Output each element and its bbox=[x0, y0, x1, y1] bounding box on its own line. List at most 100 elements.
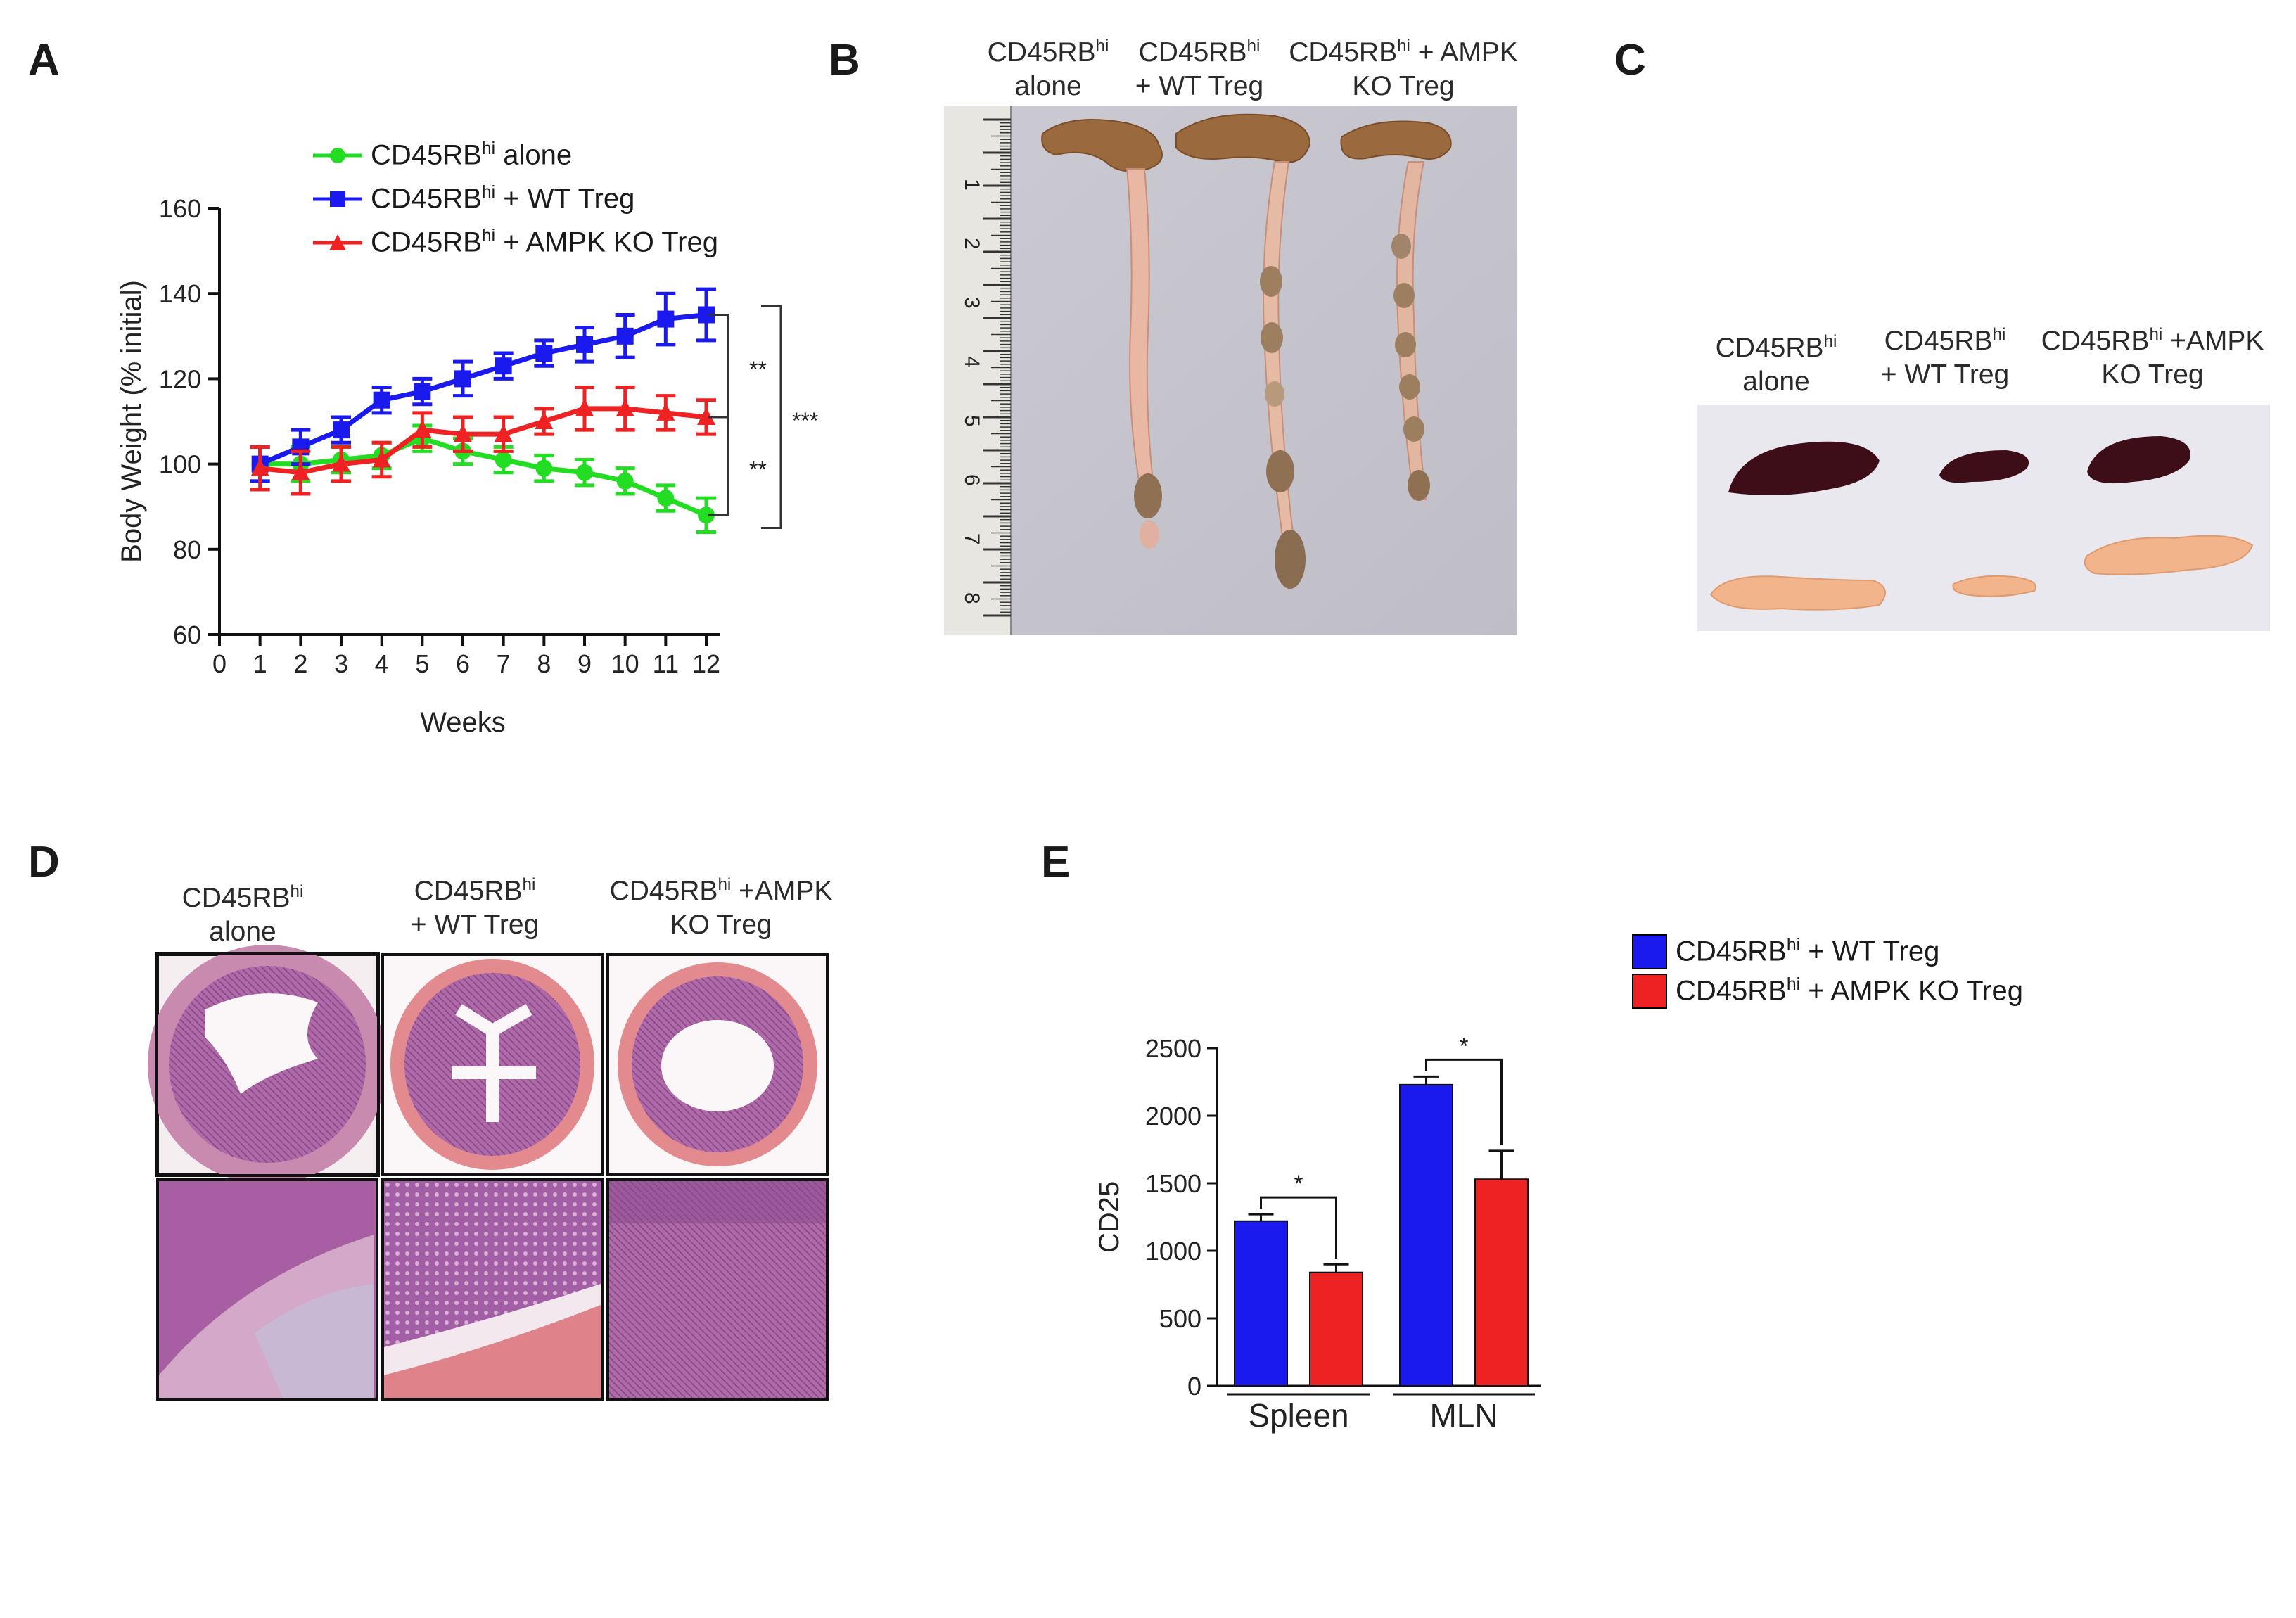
histo-top-ampk-ko bbox=[606, 953, 829, 1176]
significance-label: * bbox=[1294, 1171, 1303, 1197]
x-tick-label: 7 bbox=[497, 649, 511, 678]
significance-label: ** bbox=[749, 357, 767, 382]
x-tick-label: 5 bbox=[415, 649, 429, 678]
significance-bracket bbox=[1425, 1058, 1503, 1145]
y-tick-label: 500 bbox=[1159, 1304, 1201, 1333]
photo-b-label-ampk-ko: CD45RBhi + AMPK KO Treg bbox=[1289, 37, 1518, 101]
data-point bbox=[454, 424, 472, 442]
cd25-bar-chart: 0 500 1000 1500 2000 2500 CD25 * Spleen * MLN bbox=[1094, 1033, 1541, 1434]
legend-label: CD45RBhi + AMPK KO Treg bbox=[371, 227, 718, 258]
data-point bbox=[495, 357, 512, 375]
y-tick-label: 2500 bbox=[1145, 1034, 1201, 1063]
data-point bbox=[454, 370, 471, 388]
y-tick-label: 1500 bbox=[1145, 1169, 1201, 1198]
data-point bbox=[291, 462, 310, 480]
data-point bbox=[495, 451, 512, 469]
data-point bbox=[373, 391, 390, 409]
legend-marker-square-icon bbox=[313, 191, 362, 207]
legend-label: CD45RBhi + WT Treg bbox=[371, 183, 635, 215]
bar bbox=[1309, 1271, 1363, 1387]
photo-c-label-ampk-ko: CD45RBhi +AMPK KO Treg bbox=[2041, 325, 2264, 390]
histo-bottom-wt-treg bbox=[381, 1178, 604, 1401]
data-point bbox=[414, 383, 431, 400]
x-tick-label: 3 bbox=[334, 649, 348, 678]
data-point bbox=[372, 450, 391, 468]
lymph-nodes bbox=[1709, 535, 2254, 611]
ruler: 1 2 3 4 5 6 7 8 bbox=[944, 106, 1012, 635]
data-point bbox=[657, 490, 675, 507]
data-point bbox=[333, 421, 350, 439]
data-point bbox=[697, 407, 715, 425]
y-axis-title: Body Weight (% initial) bbox=[116, 280, 147, 563]
legend-e-item-ampk-ko: CD45RBhi + AMPK KO Treg bbox=[1632, 974, 2023, 1009]
panel-letter-e: E bbox=[1041, 838, 1071, 886]
category-label: MLN bbox=[1429, 1397, 1498, 1434]
legend-label: CD45RBhi alone bbox=[371, 139, 573, 171]
ruler-number: 7 bbox=[960, 533, 983, 545]
bar bbox=[1399, 1083, 1453, 1387]
data-point bbox=[575, 398, 594, 416]
data-point bbox=[535, 459, 553, 477]
data-point bbox=[656, 402, 675, 421]
x-tick-label: 11 bbox=[653, 649, 679, 678]
series-line bbox=[259, 312, 707, 466]
colon-alone bbox=[1125, 168, 1162, 549]
significance-bracket bbox=[761, 305, 782, 529]
ruler-number: 1 bbox=[960, 179, 983, 191]
spleens bbox=[1728, 436, 2190, 495]
x-axis-title: Weeks bbox=[420, 707, 506, 738]
bar bbox=[1474, 1178, 1529, 1387]
legend-label: CD45RBhi + WT Treg bbox=[1676, 936, 1940, 967]
significance-label: *** bbox=[792, 408, 818, 433]
data-point bbox=[535, 412, 554, 429]
y-tick-label: 100 bbox=[159, 450, 201, 479]
legend-e-item-wt-treg: CD45RBhi + WT Treg bbox=[1632, 934, 1939, 969]
y-axis-title: CD25 bbox=[1094, 1181, 1125, 1253]
ruler-number: 6 bbox=[960, 474, 983, 486]
data-point bbox=[576, 336, 593, 353]
bar bbox=[1234, 1220, 1288, 1387]
ruler-number: 8 bbox=[960, 592, 983, 604]
x-tick-label: 4 bbox=[375, 649, 389, 678]
colon-wt-treg bbox=[1260, 161, 1306, 589]
significance-bracket bbox=[1260, 1196, 1337, 1259]
series-line bbox=[260, 435, 708, 518]
x-tick-label: 6 bbox=[456, 649, 470, 678]
data-point bbox=[616, 327, 634, 345]
data-point bbox=[698, 507, 715, 524]
colon-photo: 1 2 3 4 5 6 7 8 bbox=[944, 106, 1517, 635]
legend-marker-circle-icon bbox=[313, 147, 362, 163]
x-tick-label: 8 bbox=[537, 649, 551, 678]
histology-grid bbox=[148, 945, 829, 1401]
y-tick-label: 1000 bbox=[1145, 1237, 1201, 1266]
y-tick-label: 0 bbox=[1187, 1372, 1201, 1401]
panel-letter-d: D bbox=[28, 838, 60, 886]
photo-b-label-alone: CD45RBhi alone bbox=[987, 37, 1109, 101]
legend-item-ampk-ko-treg: CD45RBhi + AMPK KO Treg bbox=[313, 227, 718, 258]
significance-label: * bbox=[1459, 1033, 1468, 1059]
x-tick-label: 9 bbox=[578, 649, 592, 678]
y-tick-label: 140 bbox=[159, 279, 201, 308]
photo-b-label-wt-treg: CD45RBhi + WT Treg bbox=[1135, 37, 1264, 101]
panel-letter-a: A bbox=[28, 36, 60, 84]
histo-bottom-ampk-ko bbox=[606, 1178, 829, 1401]
panel-letter-b: B bbox=[829, 36, 860, 84]
series-line bbox=[260, 406, 707, 476]
data-point bbox=[657, 310, 675, 328]
y-tick-label: 80 bbox=[173, 535, 201, 564]
spleen-mln-photo bbox=[1697, 404, 2270, 631]
ruler-number: 4 bbox=[960, 356, 983, 368]
legend-label: CD45RBhi + AMPK KO Treg bbox=[1676, 975, 2023, 1007]
y-tick-label: 2000 bbox=[1145, 1102, 1201, 1130]
colon-ampk-ko-treg bbox=[1391, 161, 1430, 501]
data-point bbox=[413, 420, 432, 438]
category-label: Spleen bbox=[1248, 1397, 1348, 1434]
data-point bbox=[616, 398, 634, 416]
significance-bracket bbox=[708, 416, 729, 516]
legend-item-alone: CD45RBhi alone bbox=[313, 139, 572, 171]
histo-label-ampk-ko: CD45RBhi +AMPK KO Treg bbox=[609, 875, 833, 940]
histo-top-alone bbox=[148, 945, 387, 1184]
ruler-number: 2 bbox=[960, 238, 983, 250]
histo-label-alone: CD45RBhi alone bbox=[181, 882, 304, 947]
data-point bbox=[576, 464, 593, 481]
